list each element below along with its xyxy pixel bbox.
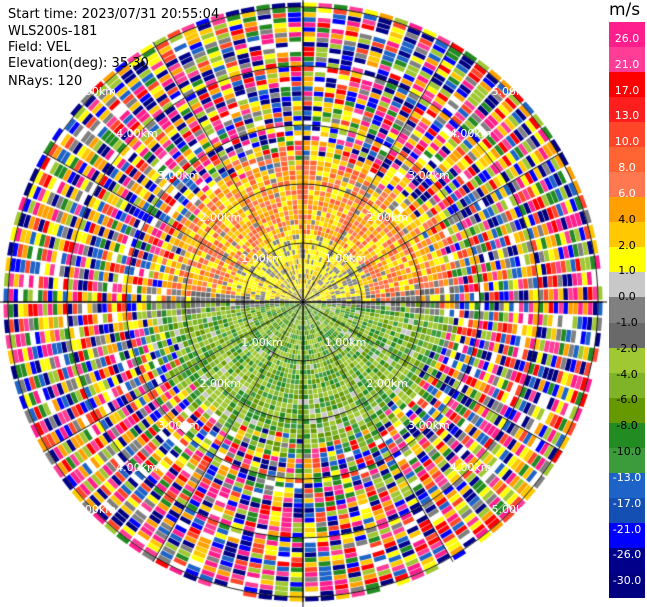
colorbar-tick-label: 10.0 [614,135,640,149]
colorbar-swatch [609,122,645,148]
range-ring-label: 4.00km [116,127,158,141]
range-ring-label: 4.00km [116,460,158,474]
range-ring-label: 3.00km [408,168,450,182]
colorbar-tick-label: -6.0 [616,393,638,407]
colorbar-tick-label: -8.0 [616,419,638,433]
range-ring-label: 4.00km [449,127,492,141]
range-ring-label: 3.00km [408,419,450,433]
range-ring-label: 3.00km [157,419,200,433]
range-ring-label: 1.00km [324,335,367,349]
range-ring-label: 2.00km [199,210,242,224]
range-ring-label: 4.00km [449,460,492,474]
range-ring-label: 1.00km [324,252,367,266]
colorbar-tick-label: -13.0 [612,470,642,484]
colorbar-tick-label: 1.0 [618,264,636,278]
colorbar-swatch [609,322,645,349]
range-ring-label: 2.00km [366,210,408,224]
colorbar-swatch [609,222,645,248]
range-ring-label: 5.00km [74,85,116,99]
colorbar-swatch [609,372,645,399]
colorbar-swatch [609,72,645,98]
colorbar-swatch [609,147,645,173]
colorbar-swatch [609,297,645,323]
colorbar-tick-label: 2.0 [618,238,636,252]
colorbar-swatch [609,422,645,449]
colorbar-tick-label: -2.0 [616,341,638,355]
colorbar-tick-label: 0.0 [618,290,636,304]
range-ring-label: 1.00km [241,252,283,266]
colorbar-swatch [609,572,645,599]
colorbar-swatch [609,47,645,73]
colorbar-tick-label: -10.0 [612,445,642,459]
site-label: WLS200s-181 [8,24,98,39]
colorbar-tick-label: 13.0 [614,109,640,123]
range-ring-label: 1.00km [241,335,283,349]
colorbar-title: m/s [609,0,641,20]
nrays-label: NRays: 120 [8,74,83,89]
range-ring-label: 3.00km [157,168,200,182]
range-ring-label: 5.00km [491,85,534,99]
range-ring-label: 5.00km [74,502,116,516]
colorbar-tick-label: -26.0 [612,548,642,562]
range-ring-label: 2.00km [366,377,408,391]
colorbar-tick-label: 4.0 [618,212,636,226]
colorbar-tick-label: -17.0 [612,496,642,510]
colorbar-swatch [609,97,645,123]
field-label: Field: VEL [8,40,71,55]
colorbar-tick-label: 21.0 [614,57,640,71]
colorbar-tick-label: -30.0 [612,574,642,588]
colorbar-tick-label: 6.0 [618,186,636,200]
colorbar-swatch [609,522,645,549]
colorbar-tick-label: -21.0 [612,522,642,536]
colorbar-swatch [609,172,645,198]
range-ring-label: 5.00km [491,502,534,516]
colorbar-swatch [609,22,645,48]
colorbar-swatch [609,247,645,273]
colorbar-swatch [609,397,645,424]
start-time-label: Start time: 2023/07/31 20:55:04 [8,7,220,22]
colorbar-tick-label: 26.0 [614,32,640,45]
range-ring-label: 2.00km [199,377,242,391]
colorbar-tick-label: -4.0 [616,367,638,381]
colorbar-swatch [609,547,645,574]
colorbar-swatch [609,272,645,298]
elevation-label: Elevation(deg): 35.30 [8,56,149,71]
colorbar-tick-label: 8.0 [618,161,636,175]
colorbar-tick-label: -1.0 [616,316,638,329]
colorbar-swatch [609,497,645,524]
colorbar-swatch [609,472,645,499]
colorbar-swatch [609,347,645,374]
colorbar-swatch [609,447,645,474]
colorbar-swatch [609,197,645,223]
colorbar-tick-label: 17.0 [614,83,640,97]
